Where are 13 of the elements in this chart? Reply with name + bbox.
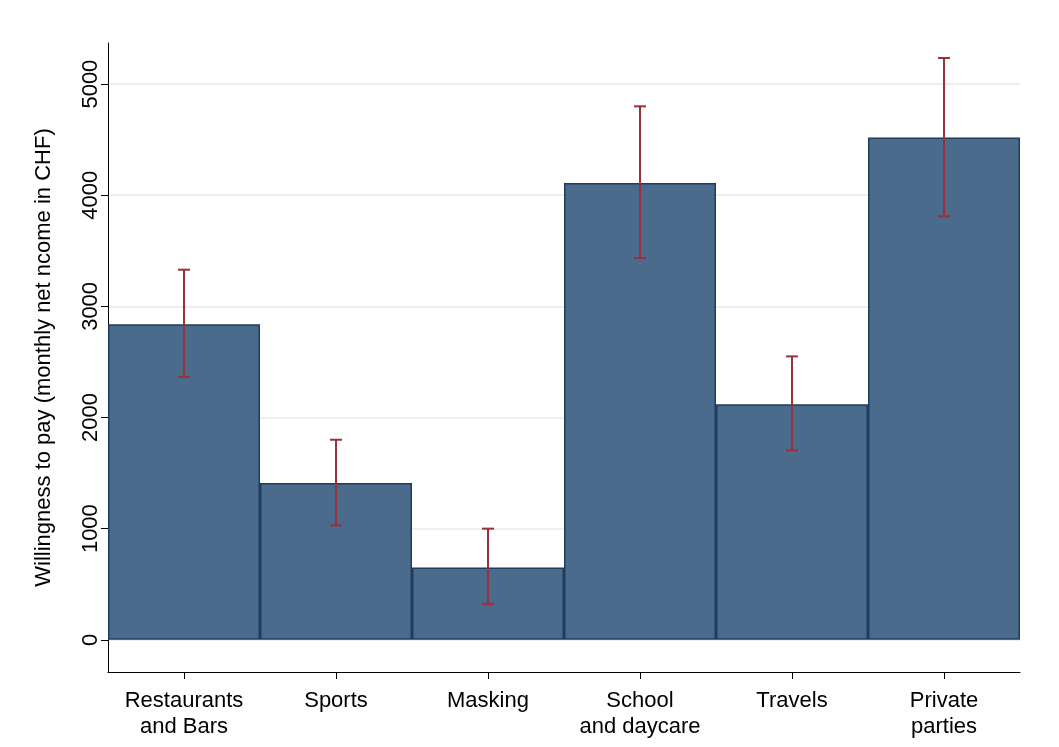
x-tick-label: Restaurants and Bars: [124, 686, 244, 738]
x-tick-label: Sports: [304, 686, 368, 712]
y-tick-label: 5000: [76, 59, 102, 109]
x-tick-label: Private parties: [909, 686, 979, 738]
y-tick-label: 2000: [76, 393, 102, 442]
x-tick-label: School and daycare: [579, 686, 701, 738]
x-tick-label: Masking: [447, 686, 529, 712]
y-tick-label: 3000: [76, 281, 102, 331]
y-tick-label: 0: [76, 633, 102, 646]
x-tick-label: Travels: [756, 686, 828, 712]
y-axis-title: Willingness to pay (monthly net ncome in CHF): [29, 128, 55, 587]
y-tick-label: 4000: [76, 170, 102, 220]
y-tick-label: 1000: [76, 504, 102, 554]
